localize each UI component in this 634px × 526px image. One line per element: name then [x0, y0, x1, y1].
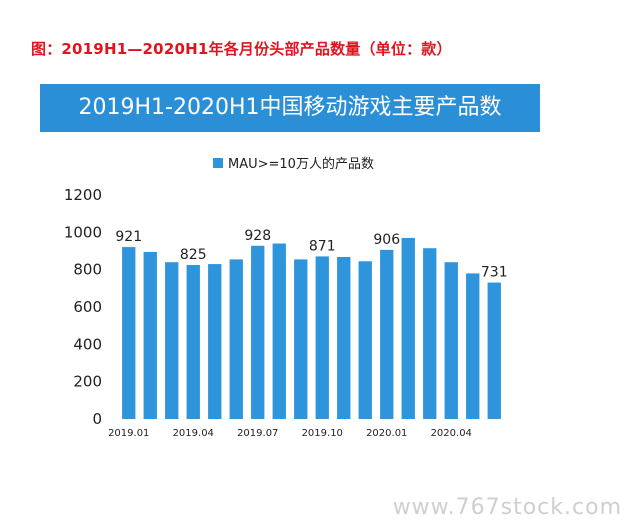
data-labels: 921 825 928 871 906 731 [115, 228, 507, 281]
y-axis: 0 200 400 600 800 1000 1200 [64, 186, 102, 428]
bar [272, 243, 286, 419]
bar-chart: MAU>=10万人的产品数 0 200 400 600 800 1000 1200 921 8… [64, 156, 508, 439]
legend-swatch [213, 158, 223, 168]
bar [208, 264, 222, 419]
data-label: 871 [309, 238, 336, 254]
data-label: 825 [180, 247, 207, 263]
bar [143, 251, 157, 419]
bar [229, 259, 243, 419]
bar [251, 245, 265, 419]
data-label: 906 [373, 232, 400, 248]
chart-title: 2019H1-2020H1中国移动游戏主要产品数 [78, 95, 502, 120]
y-tick-label: 800 [73, 261, 102, 279]
x-tick-label: 2019.07 [237, 428, 278, 439]
legend: MAU>=10万人的产品数 [213, 156, 374, 172]
bar [165, 262, 179, 419]
watermark: www.767stock.com [392, 495, 622, 520]
x-tick-label: 2020.04 [431, 428, 472, 439]
y-tick-label: 0 [92, 410, 102, 428]
bar [186, 265, 200, 419]
y-tick-label: 600 [73, 298, 102, 316]
legend-label: MAU>=10万人的产品数 [228, 156, 374, 172]
x-tick-label: 2020.01 [366, 428, 407, 439]
bar [444, 262, 458, 419]
bar [122, 247, 136, 419]
bar [380, 249, 394, 419]
y-tick-label: 1200 [64, 186, 102, 204]
bar [401, 237, 415, 419]
bar [487, 282, 501, 419]
chart-title-banner: 2019H1-2020H1中国移动游戏主要产品数 [40, 84, 540, 132]
data-label: 928 [244, 228, 271, 244]
bar [315, 256, 329, 419]
bar [466, 273, 480, 419]
x-tick-label: 2019.01 [108, 428, 149, 439]
bars [122, 237, 501, 419]
x-tick-label: 2019.10 [302, 428, 343, 439]
y-tick-label: 200 [73, 373, 102, 391]
data-label: 921 [115, 229, 142, 245]
bar [294, 259, 308, 419]
y-tick-label: 1000 [64, 223, 102, 241]
bar [358, 261, 372, 419]
x-axis: 2019.01 2019.04 2019.07 2019.10 2020.01 2020.… [108, 428, 472, 439]
figure-caption: 图：2019H1—2020H1年各月份头部产品数量（单位：款） [31, 40, 452, 58]
bar [337, 256, 351, 419]
x-tick-label: 2019.04 [173, 428, 214, 439]
data-label: 731 [481, 265, 508, 281]
bar [423, 248, 437, 419]
y-tick-label: 400 [73, 335, 102, 353]
